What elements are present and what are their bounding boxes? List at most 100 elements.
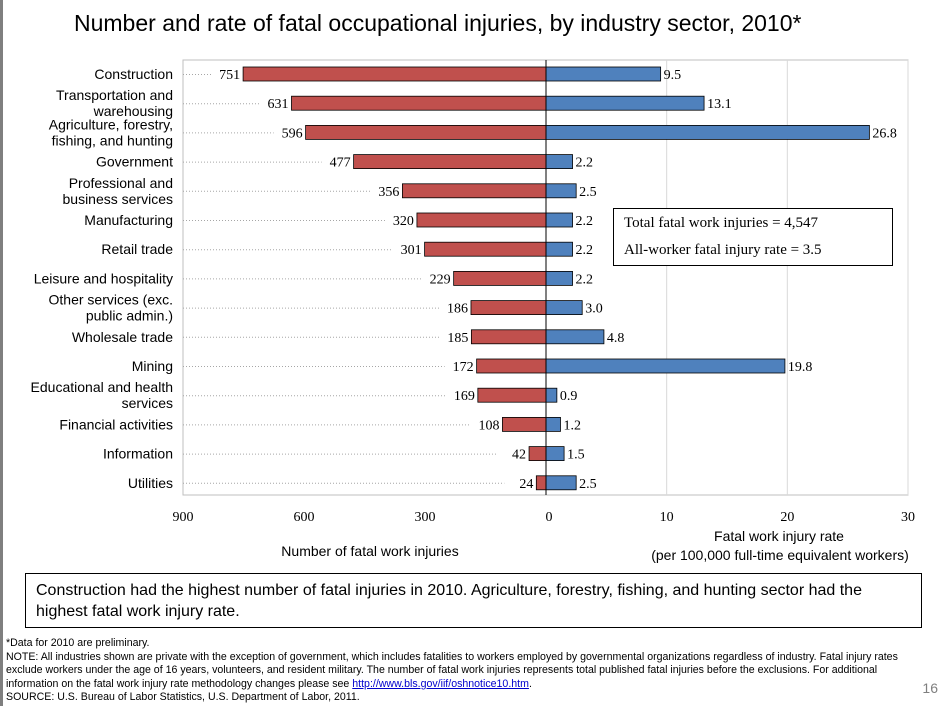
count-label: 24 [519,477,533,492]
rate-bar [545,212,573,228]
rate-label: 4.8 [607,331,625,346]
category-label: Government [96,154,173,170]
count-axis-label: Number of fatal work injuries [281,543,458,559]
rate-bar [545,270,573,286]
count-bar [416,212,547,228]
slide-title: Number and rate of fatal occupational in… [74,10,802,36]
count-tick-label: 0 [546,510,553,525]
category-label: Construction [94,66,173,82]
count-label: 356 [378,185,399,200]
all-worker-rate: All-worker fatal injury rate = 3.5 [624,242,822,258]
summary-box: Total fatal work injuries = 4,547 All-wo… [613,208,893,266]
count-tick-label: 900 [173,510,194,525]
category-label: Agriculture, forestry, fishing, and hunti… [49,116,173,148]
rate-label: 1.2 [563,418,581,433]
footnote-note: NOTE: All industries shown are private w… [6,651,931,692]
category-label: Utilities [128,475,173,491]
footnote-source: SOURCE: U.S. Bureau of Labor Statistics,… [6,691,360,704]
rate-bar [545,329,605,345]
rate-axis-label-line2: (per 100,000 full-time equivalent worker… [651,547,909,563]
rate-label: 2.5 [579,477,597,492]
callout-box: Construction had the highest number of f… [25,573,922,628]
footnotes: *Data for 2010 are preliminary. NOTE: Al… [6,637,931,705]
count-bar [291,95,547,111]
rate-label: 2.2 [576,156,594,171]
rate-bar [545,66,662,82]
category-label: Leisure and hospitality [34,270,173,286]
rate-bar [545,475,577,491]
rate-tick-label: 30 [901,510,915,525]
rate-bar [545,241,573,257]
rate-tick-label: 10 [660,510,674,525]
count-bar [476,358,547,374]
count-label: 229 [430,272,451,287]
rate-bar [545,300,583,316]
rate-label: 2.2 [576,243,594,258]
count-label: 477 [330,156,351,171]
rate-bar [545,446,565,462]
footnote-preliminary: *Data for 2010 are preliminary. [6,637,150,649]
category-label: Manufacturing [84,212,173,228]
rate-bar [545,387,558,403]
count-label: 108 [478,418,499,433]
rate-tick-label: 20 [780,510,794,525]
count-bar [402,183,547,199]
count-bar [242,66,547,82]
count-label: 301 [401,243,422,258]
count-bar [535,475,547,491]
count-bar [528,446,547,462]
rate-label: 26.8 [872,126,897,141]
rate-axis-label-line1: Fatal work injury rate [714,528,844,544]
count-bar [305,125,547,140]
note-text: NOTE: All industries shown are private w… [6,650,898,690]
count-bar [453,270,547,286]
count-tick-label: 300 [415,510,436,525]
category-label: Transportation and warehousing [56,87,173,119]
category-label: Other services (exc. public admin.) [49,292,173,324]
rate-label: 2.2 [576,214,594,229]
rate-label: 19.8 [788,360,813,375]
rate-label: 9.5 [664,68,682,83]
count-bar [353,154,547,170]
rate-bar [545,154,573,170]
rate-bar [545,358,786,374]
rate-label: 3.0 [585,302,603,317]
rate-label: 13.1 [707,97,732,112]
slide-edge-bar [0,0,3,706]
count-label: 596 [282,126,303,141]
rate-label: 2.5 [579,185,597,200]
category-label: Retail trade [101,241,173,257]
count-bar [477,387,547,403]
count-bar [470,329,547,345]
count-label: 185 [447,331,468,346]
count-label: 631 [267,97,288,112]
category-label: Professional and business services [63,175,174,207]
count-label: 751 [219,68,240,83]
rate-label: 1.5 [567,448,585,463]
category-label: Mining [132,358,173,374]
count-label: 172 [453,360,474,375]
category-label: Wholesale trade [72,329,173,345]
rate-bar [545,416,561,432]
note-end: . [528,677,532,690]
page-number: 16 [922,680,938,696]
category-label: Information [103,446,173,462]
count-label: 42 [512,448,526,463]
category-label: Educational and health services [31,379,173,411]
rate-bar [545,125,870,140]
rate-label: 2.2 [576,272,594,287]
count-label: 186 [447,302,468,317]
count-bar [424,241,547,257]
category-label: Financial activities [59,416,173,432]
total-fatal-injuries: Total fatal work injuries = 4,547 [624,215,819,231]
butterfly-bar-chart: Construction 751 9.5 Transportation and ware… [31,59,915,563]
methodology-link[interactable]: http://www.bls.gov/iif/oshnotice10.htm [352,677,529,690]
rate-bar [545,183,577,199]
rate-label: 0.9 [560,389,578,404]
count-label: 169 [454,389,475,404]
count-bar [470,300,547,316]
rate-bar [545,95,705,111]
count-label: 320 [393,214,414,229]
count-bar [502,416,547,432]
count-tick-label: 600 [294,510,315,525]
